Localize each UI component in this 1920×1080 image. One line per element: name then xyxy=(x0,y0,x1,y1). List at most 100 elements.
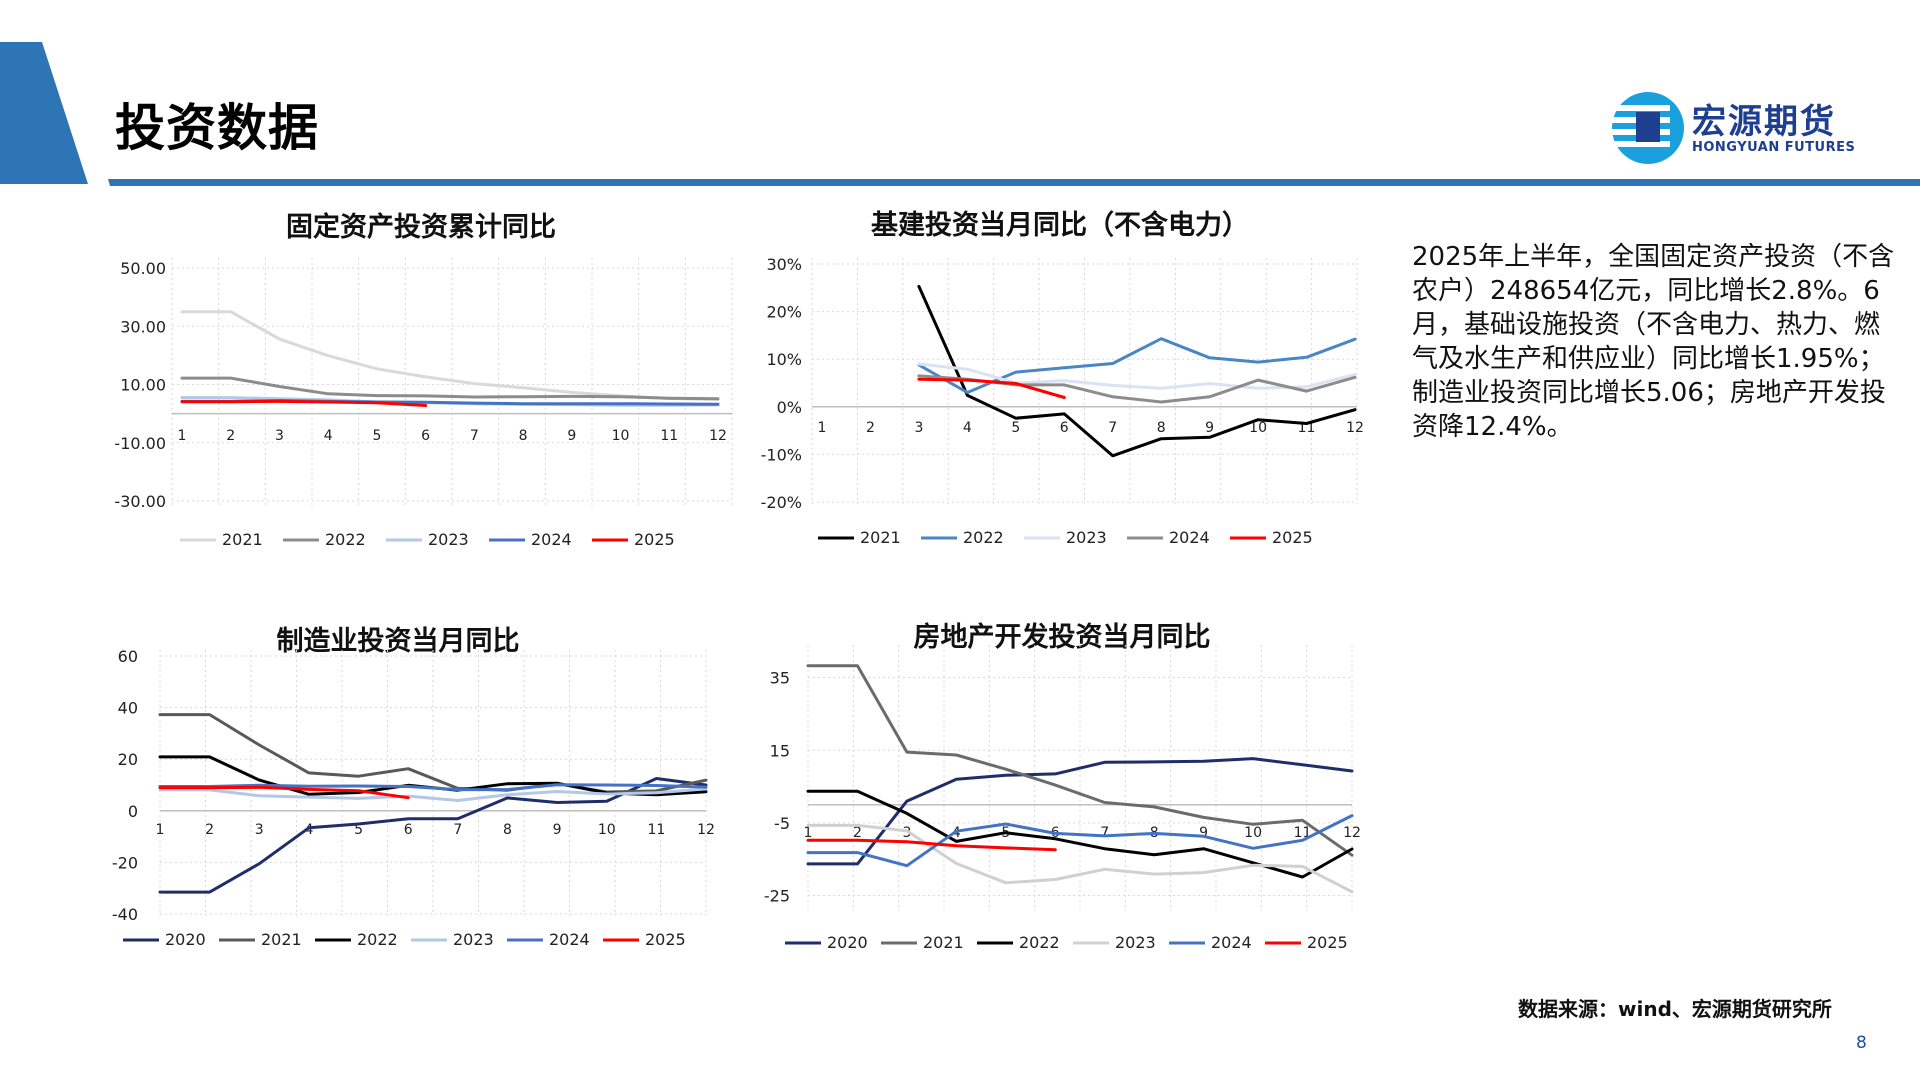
legend-label: 2023 xyxy=(1066,528,1107,547)
x-tick-label: 7 xyxy=(453,822,462,838)
page-number: 8 xyxy=(1856,1033,1867,1053)
series-line-2024 xyxy=(806,814,1354,868)
y-tick-label: 15 xyxy=(770,741,790,760)
x-tick-label: 11 xyxy=(647,822,665,838)
series-line-2025 xyxy=(180,399,428,407)
legend-label: 2021 xyxy=(923,933,964,952)
series-line-2020 xyxy=(158,777,708,894)
logo-text-en: HONGYUAN FUTURES xyxy=(1692,140,1856,155)
x-tick-label: 1 xyxy=(156,822,165,838)
x-tick-label: 10 xyxy=(598,822,616,838)
x-tick-label: 10 xyxy=(1244,825,1262,841)
legend-label: 2023 xyxy=(453,930,494,949)
legend-label: 2023 xyxy=(428,530,469,549)
x-tick-label: 9 xyxy=(1205,420,1214,436)
x-tick-label: 1 xyxy=(804,825,813,841)
x-tick-label: 6 xyxy=(404,822,413,838)
legend-label: 2024 xyxy=(531,530,572,549)
legend-label: 2021 xyxy=(222,530,263,549)
x-tick-label: 12 xyxy=(709,428,727,444)
x-tick-label: 4 xyxy=(304,822,313,838)
legend-label: 2020 xyxy=(165,930,206,949)
legend-label: 2025 xyxy=(1272,528,1313,547)
x-tick-label: 5 xyxy=(354,822,363,838)
data-source: 数据来源：wind、宏源期货研究所 xyxy=(1518,997,1832,1021)
x-tick-label: 8 xyxy=(503,822,512,838)
series-line-2023 xyxy=(806,823,1354,894)
x-tick-label: 8 xyxy=(519,428,528,444)
x-tick-label: 7 xyxy=(1100,825,1109,841)
x-tick-label: 3 xyxy=(275,428,284,444)
series-line-2025 xyxy=(917,377,1066,399)
y-tick-label: -30.00 xyxy=(114,492,166,511)
legend-label: 2022 xyxy=(357,930,398,949)
logo-text-cn: 宏源期货 xyxy=(1692,102,1836,142)
y-tick-label: 30.00 xyxy=(120,317,166,336)
x-tick-label: 2 xyxy=(853,825,862,841)
series-line-2020 xyxy=(806,757,1354,866)
legend-label: 2020 xyxy=(827,933,868,952)
x-tick-label: 7 xyxy=(1108,420,1117,436)
legend-label: 2024 xyxy=(549,930,590,949)
x-tick-label: 6 xyxy=(1060,420,1069,436)
legend-label: 2022 xyxy=(325,530,366,549)
legend-label: 2023 xyxy=(1115,933,1156,952)
chart-title-infrastructure: 基建投资当月同比（不含电力） xyxy=(871,210,1249,241)
logo-mark-icon xyxy=(1610,92,1684,164)
series-line-2025 xyxy=(806,838,1057,852)
summary-text: 2025年上半年，全国固定资产投资（不含农户）248654亿元，同比增长2.8%… xyxy=(1412,242,1895,442)
y-tick-label: 20% xyxy=(766,303,802,322)
x-tick-label: 11 xyxy=(660,428,678,444)
y-tick-label: -10% xyxy=(761,445,802,464)
legend-label: 2021 xyxy=(261,930,302,949)
x-tick-label: 2 xyxy=(866,420,875,436)
legend-label: 2025 xyxy=(1307,933,1348,952)
y-tick-label: -40 xyxy=(112,905,138,924)
x-tick-label: 6 xyxy=(421,428,430,444)
y-tick-label: 40 xyxy=(118,699,138,718)
x-tick-label: 12 xyxy=(697,822,715,838)
header-decoration xyxy=(0,42,1920,186)
legend-label: 2025 xyxy=(645,930,686,949)
x-tick-label: 12 xyxy=(1346,420,1364,436)
legend-label: 2022 xyxy=(963,528,1004,547)
legend-label: 2021 xyxy=(860,528,901,547)
x-tick-label: 12 xyxy=(1343,825,1361,841)
series-line-2024 xyxy=(158,783,708,792)
x-tick-label: 1 xyxy=(178,428,187,444)
series-line-2021 xyxy=(806,664,1354,857)
x-tick-label: 7 xyxy=(470,428,479,444)
y-tick-label: 20 xyxy=(118,750,138,769)
x-tick-label: 3 xyxy=(255,822,264,838)
y-tick-label: 50.00 xyxy=(120,259,166,278)
y-tick-label: 60 xyxy=(118,647,138,666)
x-tick-label: 9 xyxy=(567,428,576,444)
chart-title-fai: 固定资产投资累计同比 xyxy=(286,212,556,243)
x-tick-label: 2 xyxy=(205,822,214,838)
y-tick-label: 10% xyxy=(766,350,802,369)
x-tick-label: 2 xyxy=(226,428,235,444)
legend-label: 2022 xyxy=(1019,933,1060,952)
y-tick-label: 0% xyxy=(777,398,802,417)
y-tick-label: -20% xyxy=(761,493,802,512)
series-line-2023 xyxy=(158,787,708,802)
company-logo: 宏源期货 HONGYUAN FUTURES xyxy=(1610,90,1860,170)
x-tick-label: 10 xyxy=(1249,420,1267,436)
y-tick-label: 0 xyxy=(128,802,138,821)
y-tick-label: 35 xyxy=(770,669,790,688)
x-tick-label: 3 xyxy=(914,420,923,436)
page-title: 投资数据 xyxy=(115,99,319,157)
legend-label: 2024 xyxy=(1211,933,1252,952)
x-tick-label: 8 xyxy=(1157,420,1166,436)
series-line-2021 xyxy=(917,284,1357,458)
y-tick-label: -10.00 xyxy=(114,434,166,453)
x-tick-label: 1 xyxy=(818,420,827,436)
series-line-2022 xyxy=(917,337,1357,394)
y-tick-label: -5 xyxy=(774,814,790,833)
y-tick-label: -25 xyxy=(764,886,790,905)
